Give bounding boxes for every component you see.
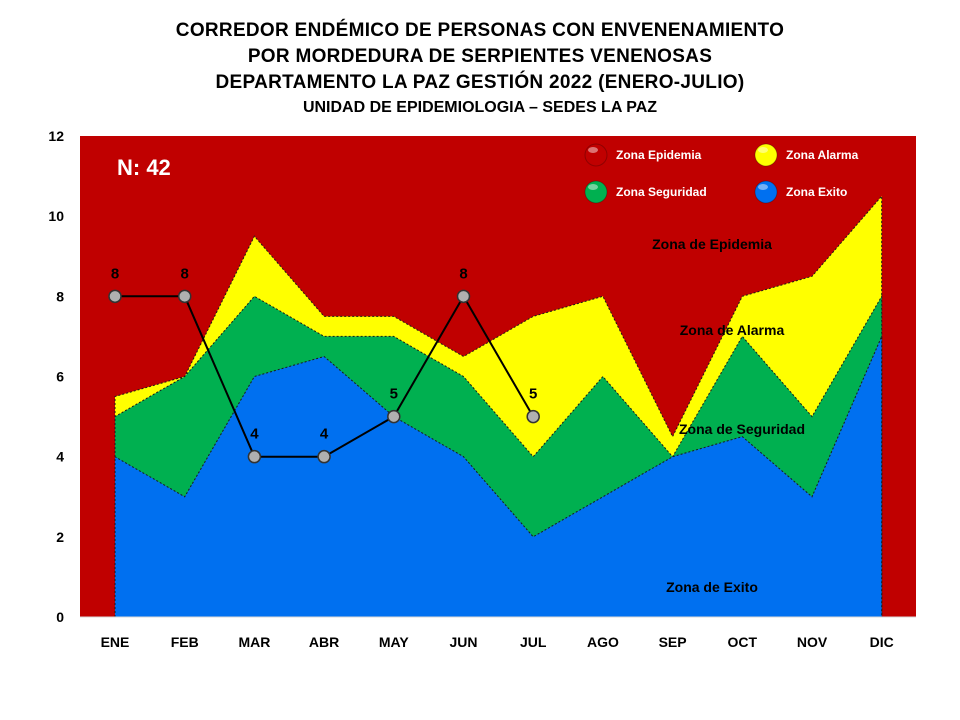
x-tick-label: ENE (101, 634, 130, 650)
zone-label: Zona de Alarma (680, 322, 785, 338)
x-tick-label: FEB (171, 634, 199, 650)
x-tick-label: MAY (379, 634, 409, 650)
legend-marker (754, 180, 778, 204)
sample-size-label: N: 42 (117, 155, 171, 180)
axes-layer: 0 2 4 6 8 10 12 ENE FEB MAR ABR MAY JUN JUL AGO SEP OCT N… (48, 128, 916, 650)
y-tick-label: 12 (48, 128, 64, 144)
legend-marker (584, 180, 608, 204)
y-tick-label: 4 (56, 449, 64, 465)
cases-point (387, 409, 401, 424)
cases-data-label: 5 (529, 386, 537, 403)
legend-label: Zona Epidemia (616, 148, 702, 162)
x-tick-label: AGO (587, 634, 619, 650)
cases-data-label: 5 (390, 386, 398, 403)
legend-label: Zona Alarma (786, 148, 859, 162)
cases-data-label: 4 (320, 426, 329, 443)
y-tick-label: 2 (56, 529, 64, 545)
y-tick-label: 8 (56, 288, 64, 304)
cases-data-label: 8 (111, 265, 119, 282)
legend-marker-shine (758, 147, 768, 153)
zone-label: Zona de Seguridad (679, 421, 805, 437)
zones-layer (80, 136, 916, 618)
legend-marker (754, 143, 778, 167)
x-tick-label: OCT (728, 634, 758, 650)
cases-point (177, 289, 192, 304)
y-tick-label: 10 (48, 208, 64, 224)
zone-label: Zona de Epidemia (652, 236, 772, 252)
legend-marker-shine (758, 184, 768, 190)
legend-marker-shine (588, 147, 598, 153)
x-tick-label: NOV (797, 634, 828, 650)
cases-point (526, 409, 540, 424)
zone-labels-layer: Zona de Epidemia Zona de Alarma Zona de Se… (652, 236, 805, 595)
cases-series: 8 8 4 4 5 8 5 (108, 265, 540, 464)
x-tick-label: ABR (309, 634, 339, 650)
legend-label: Zona Seguridad (616, 185, 707, 199)
cases-data-label: 8 (181, 265, 189, 282)
legend-marker (584, 143, 608, 167)
chart-title: CORREDOR ENDÉMICO DE PERSONAS CON ENVENE… (0, 18, 960, 120)
x-tick-label: SEP (659, 634, 687, 650)
cases-point (317, 449, 331, 464)
chart-subtitle: UNIDAD DE EPIDEMIOLOGIA – SEDES LA PAZ (302, 99, 658, 116)
cases-point (456, 289, 471, 304)
x-tick-label: JUL (520, 634, 547, 650)
cases-data-label: 8 (459, 265, 467, 282)
x-tick-label: MAR (238, 634, 270, 650)
legend-label: Zona Exito (786, 185, 847, 199)
x-tick-label: JUN (449, 634, 477, 650)
cases-data-label: 4 (250, 426, 259, 443)
legend-marker-shine (588, 184, 598, 190)
cases-point (108, 289, 122, 304)
title-line-3: DEPARTAMENTO LA PAZ GESTIÓN 2022 (ENERO-… (215, 72, 745, 93)
legend: Zona Epidemia Zona Alarma Zona Seguridad Zo… (584, 143, 859, 204)
zone-exito-area (114, 336, 883, 618)
title-line-1: CORREDOR ENDÉMICO DE PERSONAS CON ENVENE… (175, 20, 785, 41)
zone-label: Zona de Exito (666, 579, 758, 595)
title-line-2: POR MORDEDURA DE SERPIENTES VENENOSAS (247, 46, 713, 67)
y-tick-label: 0 (56, 609, 64, 625)
x-tick-label: DIC (870, 634, 894, 650)
cases-point (247, 449, 262, 464)
y-tick-label: 6 (56, 369, 64, 385)
